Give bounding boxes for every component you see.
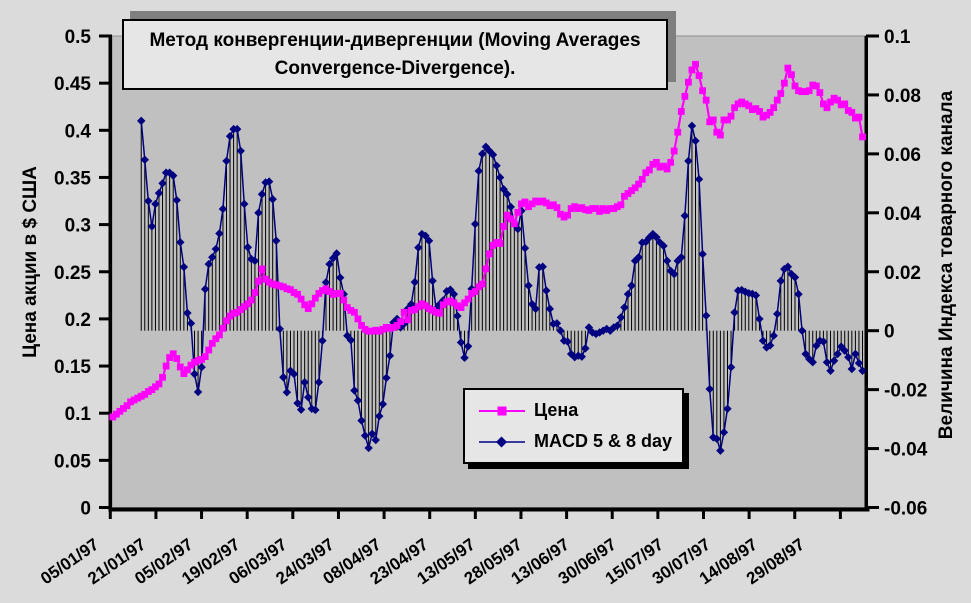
- left-tick-label: 0.45: [54, 74, 91, 95]
- left-axis-title: Цена акции в $ США: [20, 166, 41, 358]
- x-axis-line: [108, 507, 870, 512]
- macd-series-icon: [479, 436, 525, 447]
- price-series: [109, 60, 866, 421]
- right-tick-label: 0.02: [884, 263, 921, 284]
- left-tick-label: 0.1: [65, 404, 92, 425]
- left-tick-label: 0.5: [65, 27, 92, 48]
- left-tick-label: 0.2: [65, 310, 91, 331]
- right-tick-label: 0.04: [884, 204, 921, 225]
- right-tick-label: 0.1: [884, 27, 911, 48]
- left-tick-label: 0: [80, 499, 91, 520]
- right-tick-label: -0.02: [884, 381, 927, 402]
- right-tick-label: -0.04: [884, 440, 928, 461]
- right-tick-label: 0.06: [884, 145, 921, 166]
- right-tick-label: 0: [884, 322, 895, 343]
- left-tick-label: 0.15: [54, 357, 91, 378]
- left-tick-label: 0.25: [54, 263, 91, 284]
- left-axis-line: [108, 36, 112, 512]
- right-tick-label: -0.06: [884, 499, 927, 520]
- right-tick-label: 0.08: [884, 86, 921, 107]
- chart-title: Метод конвергенции-дивергенции (Moving A…: [149, 29, 641, 79]
- left-tick-label: 0.3: [65, 216, 91, 237]
- left-axis-ticks: 0 0.05 0.1 0.15 0.2 0.25 0.3 0.35 0.4 0.45 0.5: [54, 27, 112, 520]
- chart-title-box: Метод конвергенции-дивергенции (Moving A…: [122, 19, 668, 90]
- left-tick-label: 0.4: [65, 121, 92, 142]
- right-axis-line: [864, 36, 868, 512]
- legend-label-price: Цена: [534, 400, 579, 420]
- left-tick-label: 0.35: [54, 168, 91, 189]
- price-series-icon: [479, 406, 525, 415]
- right-axis-title: Величина Индекса товарного канала: [936, 90, 957, 440]
- x-axis-labels: 05/01/9721/01/9705/02/9719/02/9706/03/97…: [37, 535, 808, 589]
- legend: Цена MACD 5 & 8 day: [463, 388, 684, 464]
- right-axis-ticks: 0.1 0.08 0.06 0.04 0.02 0 -0.02 -0.04 -0.06: [866, 27, 928, 520]
- legend-label-macd: MACD 5 & 8 day: [534, 431, 673, 451]
- legend-item-price: Цена: [478, 400, 682, 421]
- legend-item-macd: MACD 5 & 8 day: [478, 431, 682, 452]
- left-tick-label: 0.05: [54, 451, 91, 472]
